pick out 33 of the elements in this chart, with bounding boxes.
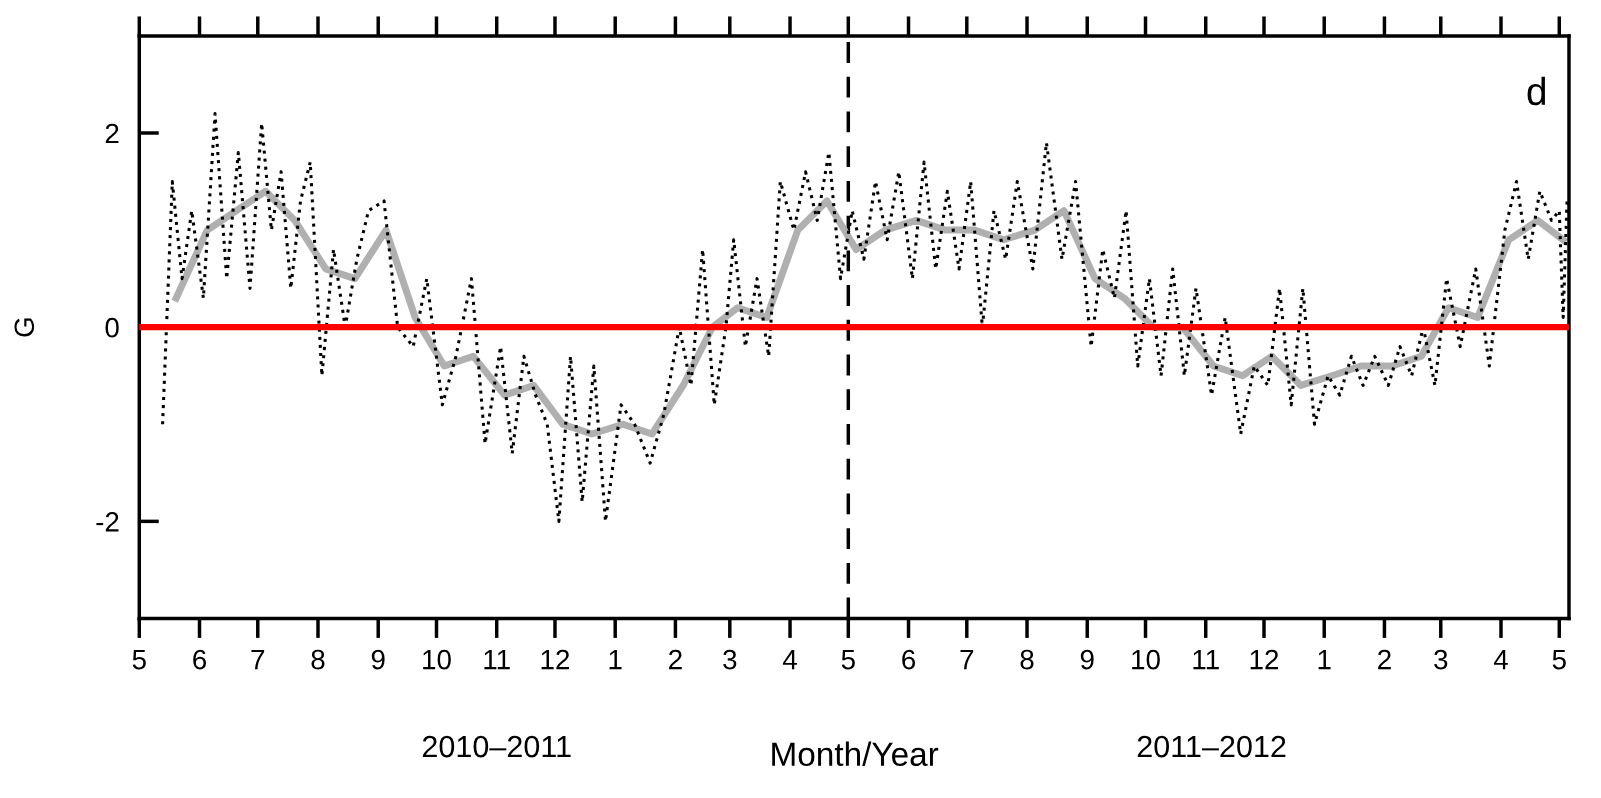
- x-tick-label: 3: [723, 649, 737, 670]
- x-tick-label: 1: [609, 650, 622, 670]
- x-tick-label: 12: [1250, 649, 1279, 670]
- x-tick-label: 8: [1020, 649, 1034, 670]
- x-tick-label: 9: [1080, 649, 1094, 670]
- x-tick-label: 4: [1493, 650, 1508, 670]
- x-tick-label: 6: [193, 649, 207, 670]
- x-tick-label: 7: [960, 650, 974, 670]
- y-tick-label: 0: [105, 317, 119, 338]
- x-tick-label: 5: [132, 650, 146, 670]
- x-tick-label: 7: [251, 650, 265, 670]
- x-tick-label: 2: [1378, 649, 1391, 670]
- x-tick-label: 3: [1434, 649, 1448, 670]
- x-tick-label: 6: [902, 649, 916, 670]
- x-tick-label: 11: [1193, 650, 1219, 670]
- y-tick-label: -2: [96, 512, 119, 532]
- x-axis-title: Month/Year: [772, 741, 939, 767]
- x-tick-label: 8: [311, 649, 325, 670]
- x-tick-label: 5: [1552, 650, 1566, 670]
- x-tick-label: 9: [371, 649, 385, 670]
- x-tick-label: 10: [1132, 649, 1160, 670]
- x-tick-label: 4: [782, 650, 797, 670]
- y-tick-label: 2: [105, 123, 119, 144]
- x-tick-label: 10: [423, 649, 451, 670]
- text: 2010–2011: [422, 735, 571, 758]
- x-tick-label: 5: [841, 650, 855, 670]
- x-tick-label: 2: [669, 649, 682, 670]
- annotation: d: [1527, 76, 1546, 106]
- y-axis-title: G: [14, 318, 35, 337]
- x-tick-label: 12: [541, 649, 570, 670]
- x-tick-label: 11: [484, 650, 510, 670]
- x-tick-label: 1: [1318, 650, 1331, 670]
- text: 2011–2012: [1137, 735, 1286, 758]
